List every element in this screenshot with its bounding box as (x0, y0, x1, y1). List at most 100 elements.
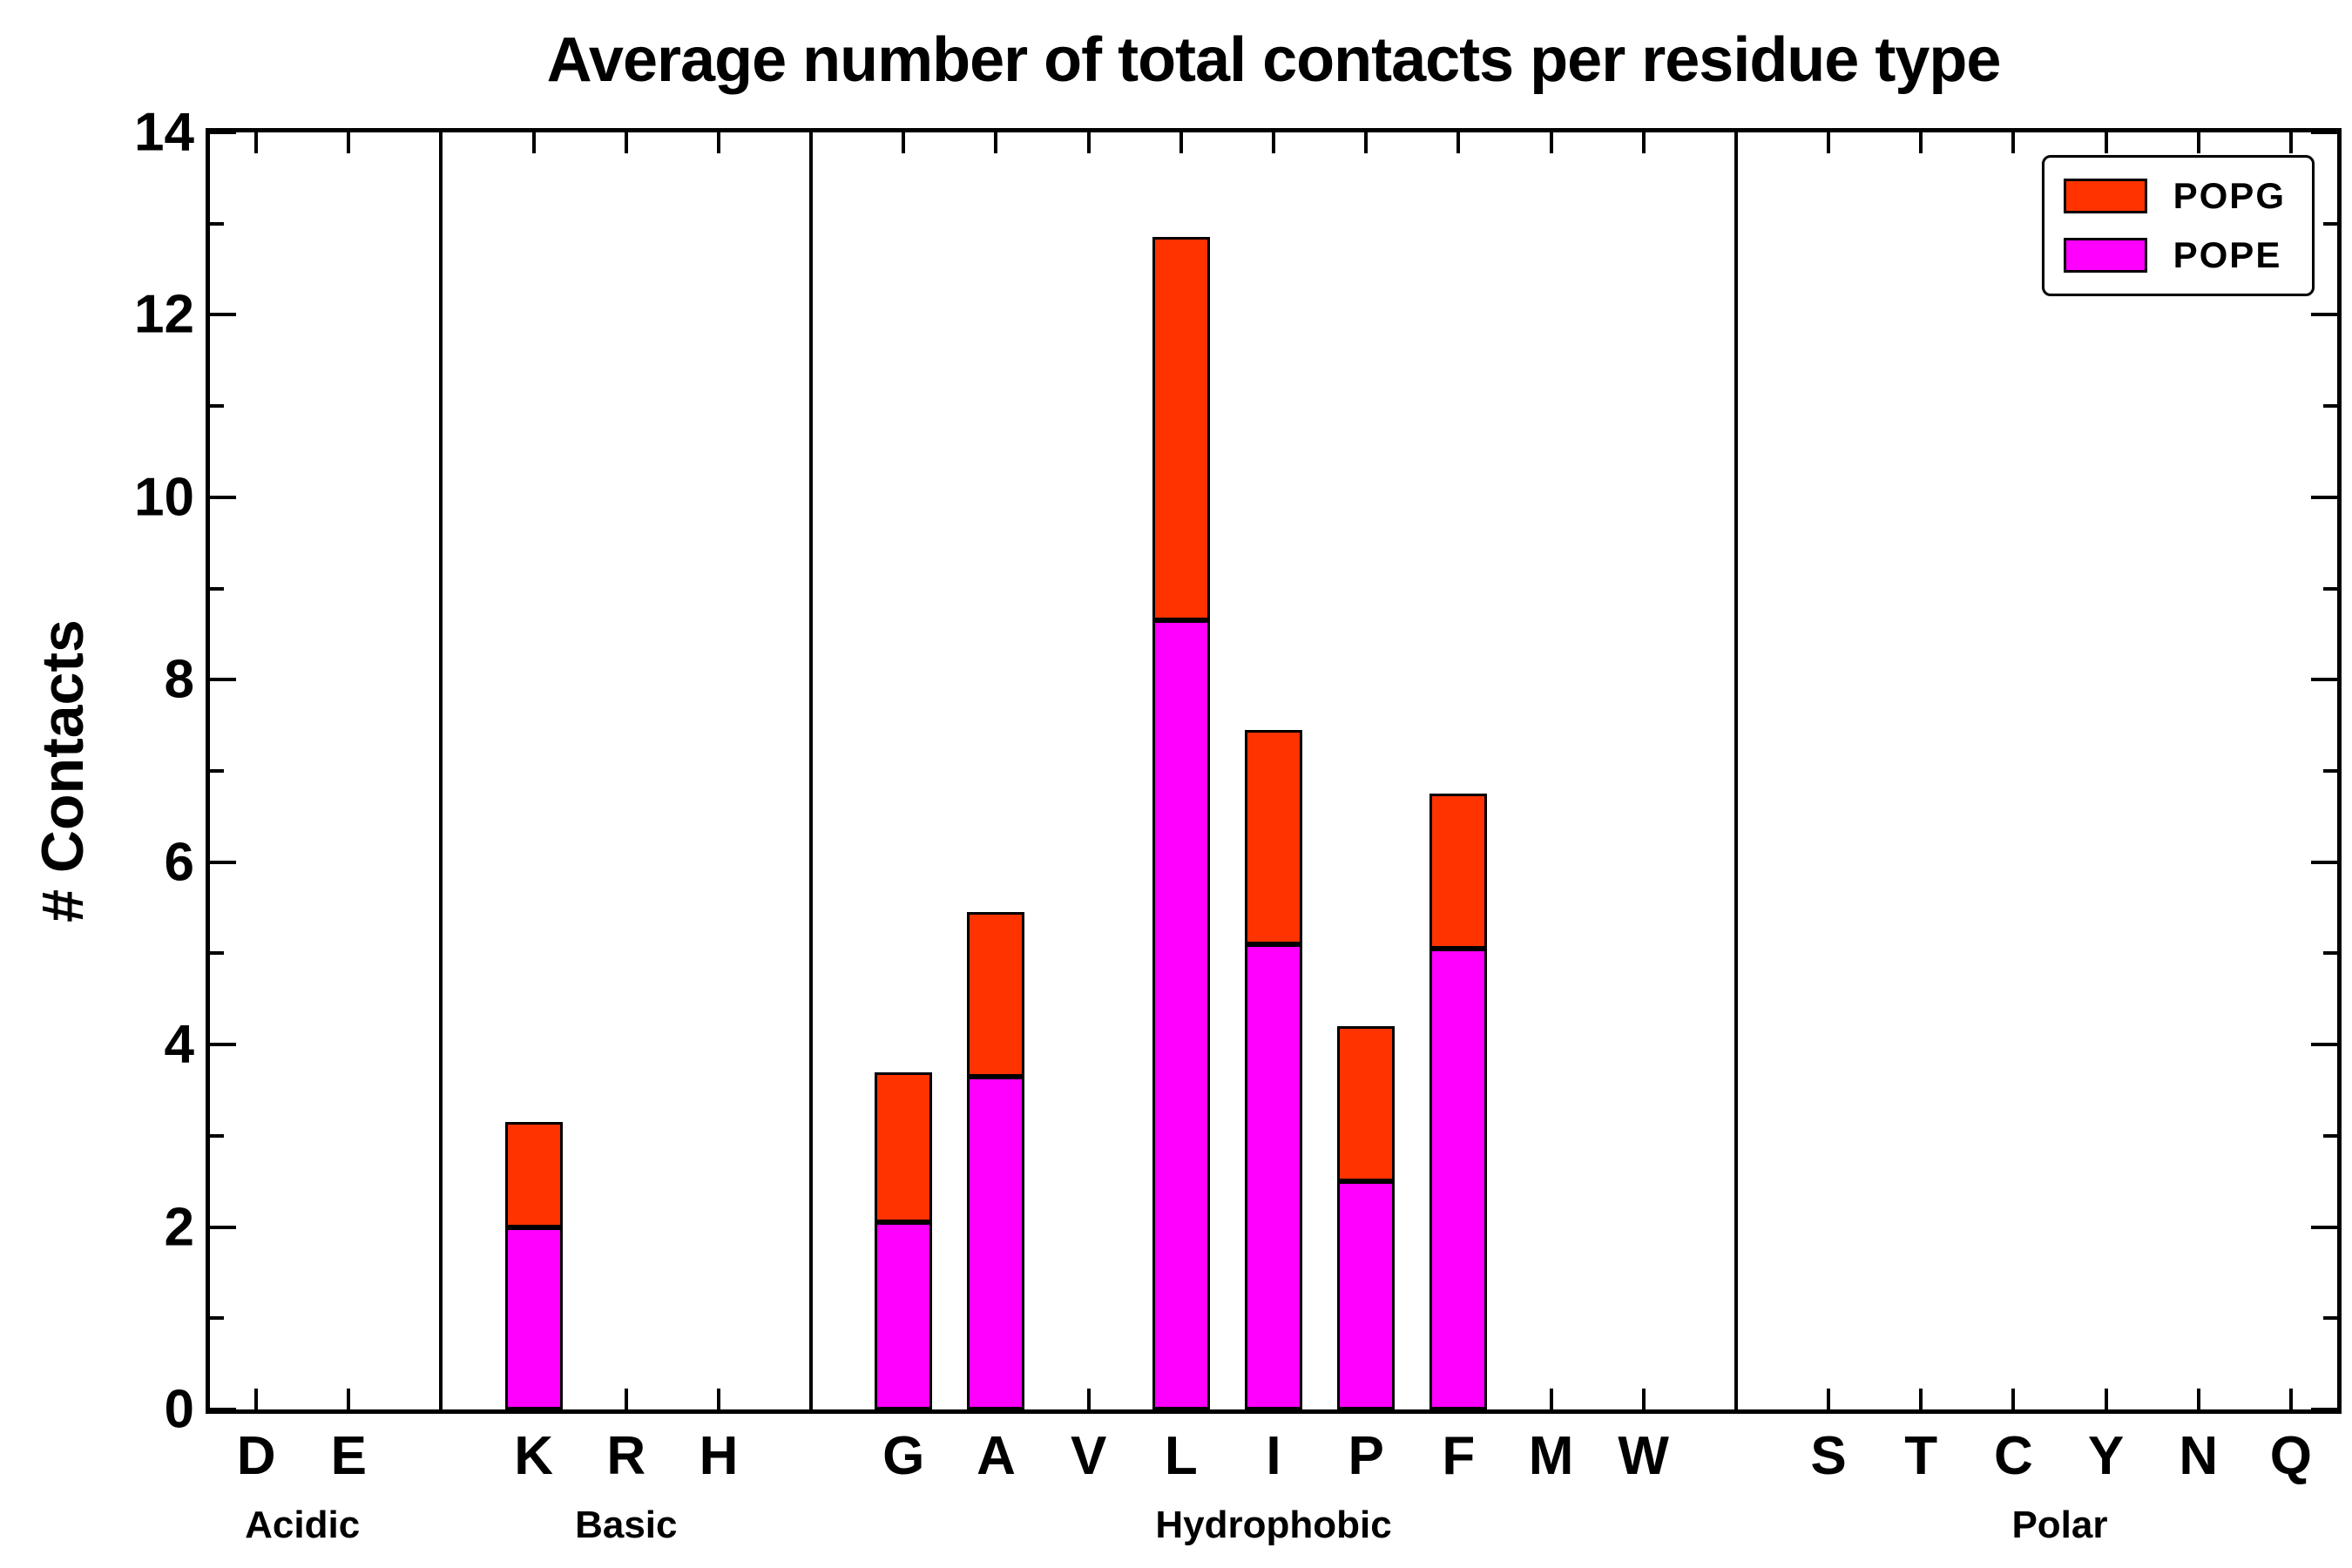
x-tick-mark (624, 132, 628, 153)
bar-segment-pope-G (875, 1222, 933, 1409)
x-tick-label-F: F (1442, 1426, 1476, 1486)
bar-segment-pope-L (1152, 620, 1210, 1409)
x-tick-mark (2288, 1389, 2293, 1409)
x-tick-mark (716, 132, 720, 153)
y-tick-mark (2323, 221, 2337, 226)
x-tick-mark (2196, 1389, 2200, 1409)
x-tick-mark (254, 1389, 259, 1409)
group-label-basic: Basic (575, 1504, 678, 1546)
y-tick-label: 4 (164, 1014, 194, 1075)
x-tick-label-Q: Q (2269, 1426, 2313, 1486)
x-tick-label-H: H (699, 1426, 739, 1486)
y-tick-mark (2311, 1408, 2337, 1411)
x-tick-label-A: A (977, 1426, 1016, 1486)
legend-item-popg: POPG (2063, 175, 2286, 217)
y-tick-mark (210, 860, 236, 864)
group-label-acidic: Acidic (245, 1504, 361, 1546)
y-tick-mark (210, 951, 224, 956)
x-tick-mark (1086, 132, 1091, 153)
y-tick-mark (210, 678, 236, 682)
x-tick-label-N: N (2179, 1426, 2219, 1486)
y-tick-mark (210, 313, 236, 317)
x-tick-label-C: C (1994, 1426, 2033, 1486)
x-tick-label-G: G (882, 1426, 925, 1486)
x-tick-label-R: R (606, 1426, 646, 1486)
bar-segment-popg-A (967, 912, 1025, 1077)
x-tick-mark (347, 132, 351, 153)
legend-label-popg: POPG (2173, 175, 2286, 216)
y-tick-label: 10 (134, 467, 194, 528)
x-tick-label-W: W (1618, 1426, 1669, 1486)
group-divider-line (1734, 132, 1738, 1409)
bar-segment-popg-I (1245, 729, 1302, 944)
x-tick-mark (531, 132, 536, 153)
y-tick-mark (210, 1316, 224, 1321)
x-tick-mark (2196, 132, 2200, 153)
x-tick-mark (716, 1389, 720, 1409)
x-tick-mark (1179, 132, 1183, 153)
y-tick-mark (210, 1225, 236, 1229)
x-tick-mark (1641, 1389, 1646, 1409)
y-tick-mark (2323, 1316, 2337, 1321)
y-tick-mark (210, 404, 224, 409)
x-tick-mark (1827, 132, 1831, 153)
group-label-hydrophobic: Hydrophobic (1155, 1504, 1392, 1546)
x-tick-mark (2011, 1389, 2016, 1409)
bar-segment-pope-A (967, 1076, 1025, 1409)
x-tick-mark (902, 132, 906, 153)
x-tick-mark (994, 132, 998, 153)
x-tick-label-Y: Y (2087, 1426, 2125, 1486)
x-tick-mark (1456, 132, 1461, 153)
y-tick-mark (2311, 313, 2337, 317)
y-tick-mark (2311, 1225, 2337, 1229)
y-tick-mark (210, 586, 224, 591)
legend: POPG POPE (2041, 155, 2315, 296)
bar-segment-pope-K (504, 1227, 563, 1409)
bar-segment-popg-F (1429, 794, 1488, 950)
chart-title: Average number of total contacts per res… (546, 25, 2002, 95)
y-tick-label: 8 (164, 649, 194, 710)
bar-segment-popg-P (1337, 1026, 1396, 1182)
x-tick-mark (2104, 1389, 2108, 1409)
legend-swatch-popg (2063, 179, 2147, 213)
x-tick-label-I: I (1266, 1426, 1281, 1486)
x-tick-label-K: K (514, 1426, 553, 1486)
legend-label-pope: POPE (2173, 234, 2282, 275)
y-tick-mark (210, 1043, 236, 1047)
x-tick-label-E: E (330, 1426, 367, 1486)
x-tick-mark (2104, 132, 2108, 153)
bar-segment-pope-I (1245, 943, 1302, 1409)
y-tick-mark (2323, 586, 2337, 591)
bar-segment-pope-P (1337, 1181, 1396, 1409)
y-tick-mark (210, 769, 224, 773)
y-axis-label: # Contacts (30, 619, 96, 923)
y-tick-label: 6 (164, 832, 194, 893)
y-tick-label: 12 (134, 284, 194, 345)
bar-segment-popg-L (1152, 237, 1210, 621)
x-tick-mark (1364, 132, 1369, 153)
y-tick-mark (2311, 1043, 2337, 1047)
x-tick-mark (1549, 132, 1553, 153)
x-tick-label-T: T (1904, 1426, 1938, 1486)
y-tick-mark (2311, 131, 2337, 134)
y-tick-label: 0 (164, 1379, 194, 1440)
x-tick-mark (2011, 132, 2016, 153)
plot-area: POPG POPE (206, 128, 2342, 1414)
y-tick-mark (210, 495, 236, 499)
x-tick-label-S: S (1810, 1426, 1847, 1486)
x-tick-mark (2288, 132, 2293, 153)
legend-item-pope: POPE (2063, 234, 2286, 276)
y-tick-mark (2311, 860, 2337, 864)
x-tick-label-M: M (1528, 1426, 1574, 1486)
x-tick-mark (1549, 1389, 1553, 1409)
x-tick-mark (1919, 132, 1923, 153)
x-tick-label-P: P (1348, 1426, 1384, 1486)
x-tick-mark (254, 132, 259, 153)
y-tick-mark (2323, 951, 2337, 956)
bar-segment-pope-F (1429, 949, 1488, 1409)
legend-swatch-pope (2063, 238, 2147, 273)
bar-segment-popg-G (875, 1071, 933, 1223)
y-tick-mark (2323, 404, 2337, 409)
y-tick-label: 14 (134, 102, 194, 163)
